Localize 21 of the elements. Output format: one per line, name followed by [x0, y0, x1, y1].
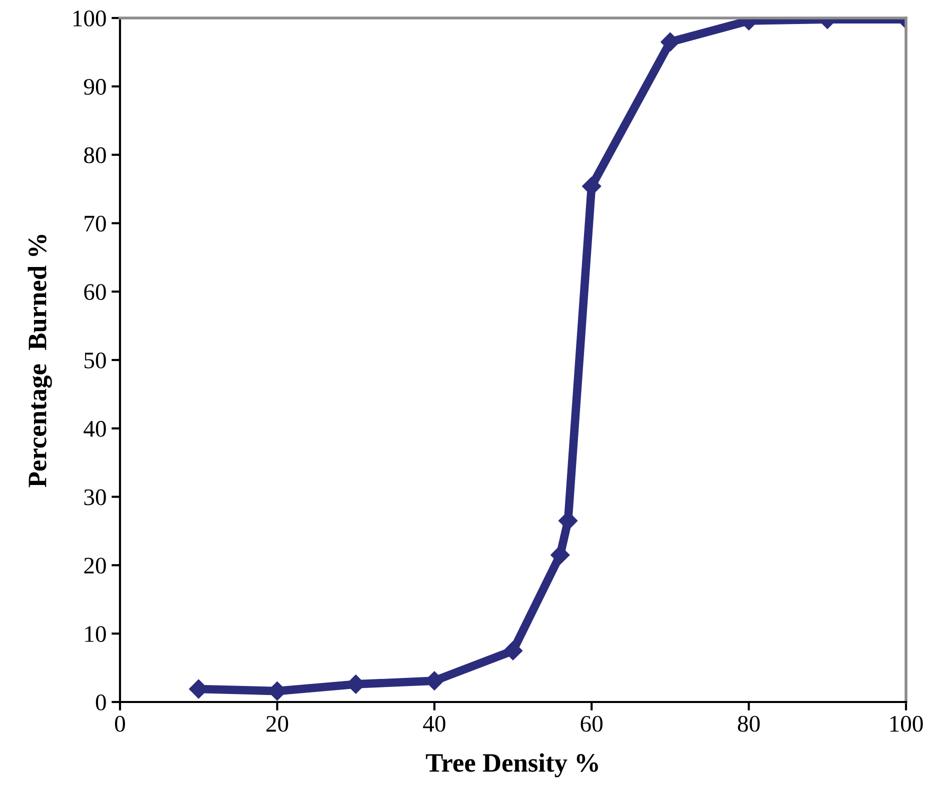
x-tick-label: 80	[738, 716, 760, 732]
y-tick-label: 50	[84, 352, 106, 368]
y-tick-label: 30	[84, 489, 106, 506]
y-axis-title: Percentage Burned %	[28, 234, 52, 488]
y-tick-label: 80	[84, 147, 106, 164]
y-tick-label: 90	[84, 78, 106, 95]
point	[503, 641, 523, 660]
x-tick-label: 0	[114, 716, 126, 732]
y-tick-label: 60	[84, 284, 106, 300]
y-tick-label: 10	[85, 626, 106, 642]
x-tick-label: 40	[423, 716, 446, 732]
x-tick-label: 100	[890, 716, 923, 732]
y-tick-label: 0	[96, 694, 106, 710]
x-tick-label: 60	[580, 716, 603, 732]
point	[550, 545, 570, 564]
x-tick-label: 20	[266, 716, 288, 732]
y-tick-label: 40	[84, 420, 106, 437]
y-tick-label: 70	[84, 216, 106, 232]
y-tick-label: 100	[73, 10, 106, 26]
y-tick-label: 20	[84, 558, 106, 574]
x-axis-title: Tree Density %	[426, 753, 598, 778]
